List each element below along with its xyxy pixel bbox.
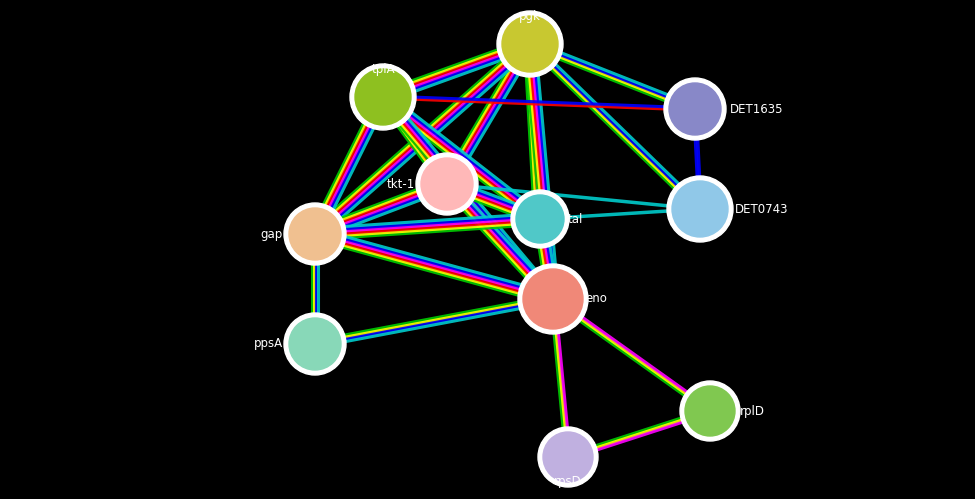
Circle shape [284, 313, 346, 375]
Circle shape [421, 158, 473, 210]
Circle shape [511, 190, 569, 248]
Circle shape [664, 78, 726, 140]
Text: DET0743: DET0743 [735, 203, 789, 216]
Text: tpiA: tpiA [371, 62, 395, 75]
Circle shape [289, 208, 341, 260]
Circle shape [497, 11, 563, 77]
Circle shape [685, 386, 735, 436]
Text: tal: tal [568, 213, 583, 226]
Circle shape [518, 264, 588, 334]
Circle shape [669, 83, 721, 135]
Text: tkt-1: tkt-1 [387, 178, 415, 191]
Text: DET1635: DET1635 [730, 102, 784, 115]
Text: eno: eno [585, 292, 606, 305]
Circle shape [502, 16, 558, 72]
Circle shape [667, 176, 733, 242]
Circle shape [543, 432, 593, 482]
Text: ppsA: ppsA [254, 337, 283, 350]
Circle shape [672, 181, 728, 237]
Text: rpsD: rpsD [554, 475, 582, 488]
Text: pgk: pgk [519, 9, 541, 22]
Circle shape [523, 269, 583, 329]
Circle shape [416, 153, 478, 215]
Text: rplD: rplD [740, 405, 765, 418]
Circle shape [284, 203, 346, 265]
Circle shape [516, 195, 564, 243]
Circle shape [355, 69, 411, 125]
Circle shape [350, 64, 416, 130]
Circle shape [538, 427, 598, 487]
Circle shape [680, 381, 740, 441]
Circle shape [289, 318, 341, 370]
Text: gap: gap [260, 228, 283, 241]
